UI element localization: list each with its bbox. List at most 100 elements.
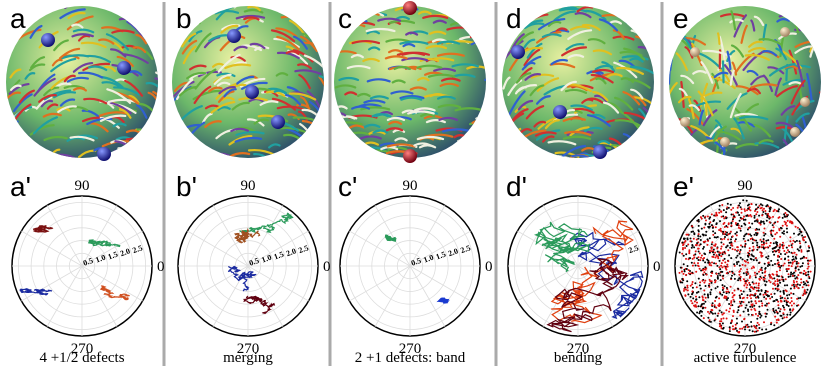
- particle: [782, 264, 785, 267]
- streak: [524, 73, 542, 81]
- particle: [711, 226, 714, 229]
- particle: [711, 261, 713, 264]
- particle: [739, 206, 742, 209]
- particle: [777, 265, 780, 268]
- streak: [145, 81, 158, 90]
- particle: [691, 286, 694, 289]
- particle: [742, 199, 745, 202]
- particle: [720, 247, 722, 250]
- particle: [742, 310, 745, 313]
- streak: [622, 90, 641, 106]
- particle: [710, 213, 713, 216]
- particle: [682, 263, 685, 266]
- streak: [436, 40, 461, 45]
- particle: [768, 279, 771, 282]
- streak: [43, 89, 72, 101]
- particle: [781, 276, 784, 279]
- radial-label: 0.5: [248, 256, 260, 268]
- caption: 2 +1 defects: band: [355, 350, 466, 366]
- particle: [683, 289, 685, 292]
- particle: [753, 324, 756, 327]
- streak: [276, 35, 300, 51]
- particle: [764, 246, 767, 249]
- particle: [716, 264, 719, 267]
- particle: [807, 284, 810, 287]
- particle: [761, 204, 764, 207]
- particle: [733, 328, 736, 331]
- particle: [741, 263, 744, 266]
- particle: [713, 304, 716, 307]
- particle: [730, 277, 733, 280]
- streak: [145, 139, 158, 158]
- particle: [800, 249, 803, 252]
- particle: [771, 277, 774, 280]
- streak: [208, 86, 223, 93]
- particle: [807, 270, 810, 273]
- particle: [689, 240, 692, 243]
- particle: [711, 255, 714, 258]
- particle: [763, 262, 766, 265]
- particle: [767, 239, 770, 242]
- streak: [612, 29, 626, 40]
- defect: [780, 27, 790, 37]
- particle: [791, 274, 794, 277]
- particle: [685, 245, 688, 247]
- particle: [767, 255, 770, 258]
- particle: [742, 218, 745, 221]
- streak: [620, 77, 635, 84]
- particle: [704, 234, 707, 237]
- polar-spoke: [46, 265, 83, 327]
- streak: [363, 99, 386, 104]
- particle: [745, 271, 748, 274]
- particle: [805, 280, 808, 282]
- streak: [208, 34, 230, 43]
- streak: [416, 64, 443, 69]
- particle: [781, 296, 784, 299]
- particle: [777, 275, 780, 278]
- particle: [772, 310, 775, 313]
- particle: [715, 272, 718, 275]
- particle: [797, 287, 800, 290]
- polar-spoke: [409, 265, 471, 302]
- streak: [818, 91, 821, 109]
- particle: [681, 278, 684, 280]
- particle: [739, 268, 742, 270]
- streak: [618, 59, 636, 68]
- streak: [707, 154, 724, 158]
- particle: [770, 323, 772, 326]
- particle: [725, 286, 728, 289]
- particle: [754, 274, 757, 277]
- streak: [283, 7, 306, 15]
- streak: [318, 76, 324, 100]
- streak: [407, 110, 435, 115]
- streak: [367, 46, 381, 51]
- streak: [82, 62, 111, 72]
- particle: [794, 277, 797, 280]
- particle: [719, 292, 722, 295]
- particle: [753, 286, 756, 289]
- particle: [776, 283, 779, 285]
- streak: [427, 73, 456, 78]
- particle: [792, 308, 795, 311]
- streak: [591, 68, 615, 74]
- streak: [602, 101, 620, 114]
- streak: [343, 137, 359, 143]
- particle: [799, 284, 801, 286]
- particle: [719, 279, 722, 282]
- particle: [731, 248, 734, 251]
- streak: [86, 117, 113, 126]
- particle: [728, 241, 731, 244]
- particle: [725, 317, 728, 320]
- particle: [711, 241, 714, 244]
- trajectory: [88, 239, 121, 248]
- streak: [51, 58, 63, 67]
- streak: [103, 65, 117, 73]
- streak: [550, 58, 568, 66]
- particle: [739, 297, 742, 299]
- particle: [779, 243, 782, 246]
- particle: [757, 282, 760, 285]
- streak: [318, 18, 324, 27]
- streak: [43, 135, 68, 142]
- streak: [293, 142, 309, 150]
- particle: [695, 291, 698, 294]
